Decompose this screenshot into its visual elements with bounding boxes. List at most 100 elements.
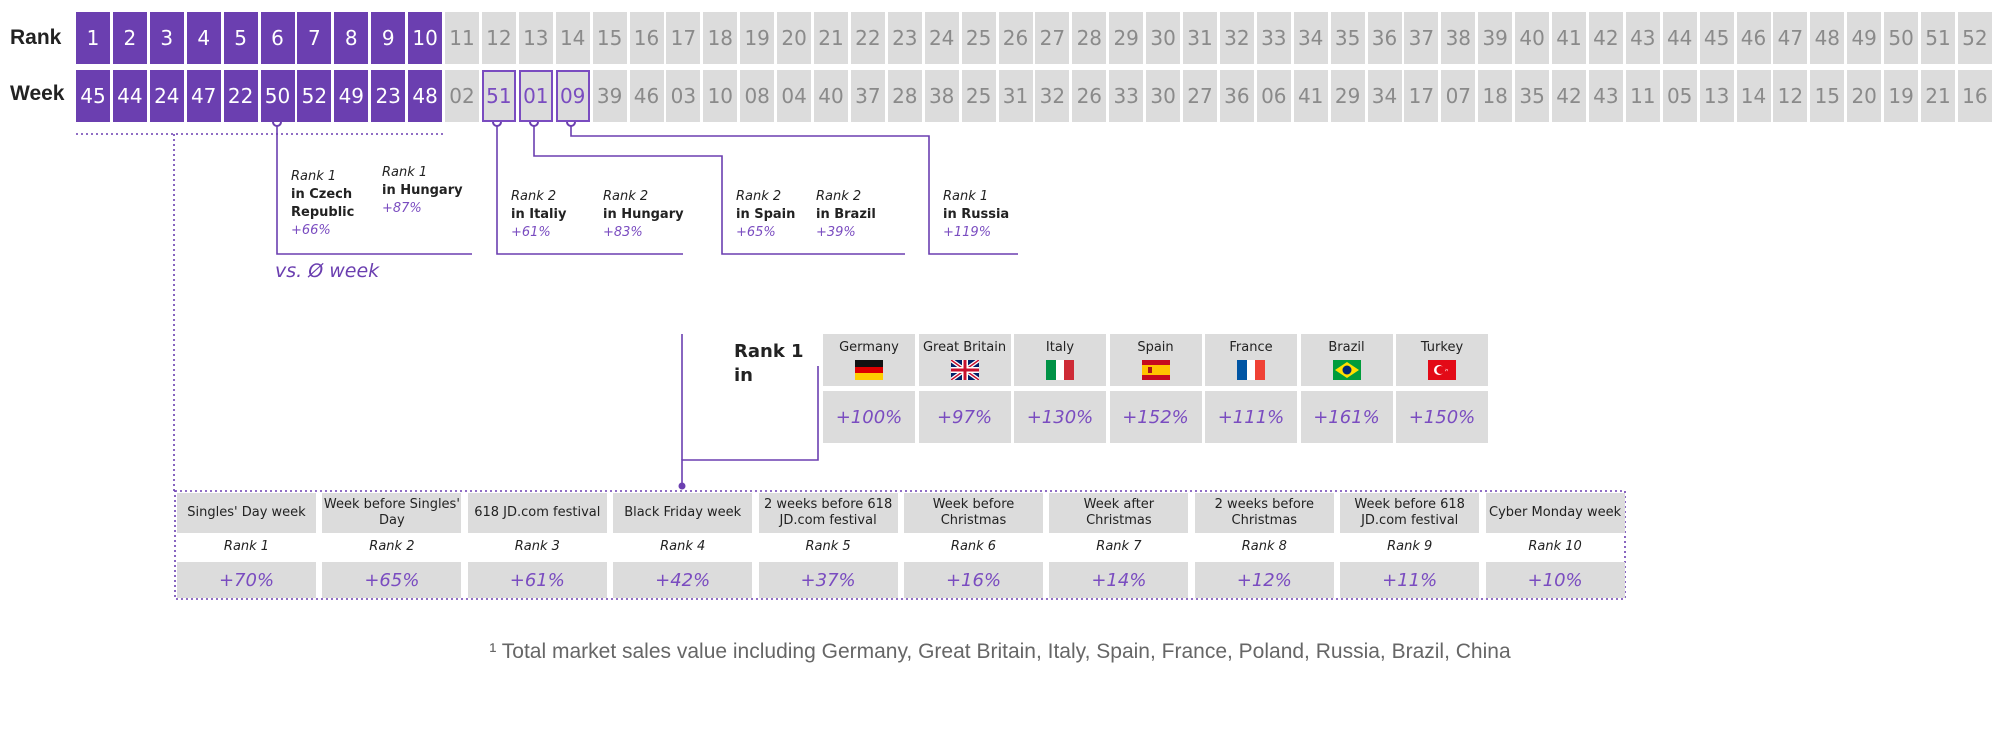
callout-label: Rank 1: [291, 169, 337, 184]
week-cell: 03: [666, 70, 701, 122]
country-card: Spain: [1109, 334, 1202, 386]
rank-cell: 18: [703, 12, 738, 64]
rank-cell: 25: [961, 12, 996, 64]
event-rank: Rank 7: [1096, 538, 1142, 554]
week50-connector: [276, 126, 472, 255]
country-card: Brazil: [1300, 334, 1393, 386]
week-cell: 17: [1404, 70, 1439, 122]
country-name: Spain: [1137, 340, 1174, 355]
rank-cell: 37: [1404, 12, 1439, 64]
event-rank: Rank 4: [660, 538, 706, 554]
week-cell: 16: [1957, 70, 1992, 122]
week-cell: 10: [703, 70, 738, 122]
event-change: +61%: [467, 562, 607, 598]
week-cell: 20: [1847, 70, 1882, 122]
rank-cell: 22: [850, 12, 885, 64]
rank-cell: 52: [1957, 12, 1992, 64]
callout-change: +66%: [291, 223, 331, 238]
rank-cell: 45: [1699, 12, 1734, 64]
rank1-in-label: Rank 1 in: [734, 341, 804, 386]
country-name: France: [1229, 340, 1273, 355]
week-cell: 45: [76, 70, 110, 122]
callout-country: in Brazil: [816, 207, 876, 222]
week-cell: 15: [1810, 70, 1845, 122]
callout-brazil: Rank 2 in Brazil +39%: [816, 188, 876, 242]
callout-country: in Hungary: [603, 207, 684, 222]
week-cell: 43: [1588, 70, 1623, 122]
rank-cell: 13: [518, 12, 553, 64]
week-cell: 41: [1293, 70, 1328, 122]
turkey-flag: [1428, 360, 1456, 380]
rank-cell: 12: [481, 12, 516, 64]
callout-change: +119%: [943, 225, 992, 240]
week-cell: 25: [961, 70, 996, 122]
callout-change: +83%: [603, 225, 643, 240]
footnote: ¹ Total market sales value including Ger…: [489, 640, 1511, 663]
event-rank: Rank 5: [805, 538, 851, 554]
rank-cell: 15: [592, 12, 627, 64]
france-flag: [1237, 360, 1265, 380]
rank-cell: 11: [445, 12, 479, 64]
rank-row-label: Rank: [10, 26, 62, 49]
event-name: Singles' Day week: [177, 493, 316, 533]
callout-change: +39%: [816, 225, 856, 240]
event-change: +10%: [1485, 562, 1625, 598]
week-cell: 12: [1773, 70, 1808, 122]
event-name: Week after Christmas: [1049, 493, 1189, 533]
event-change: +16%: [904, 562, 1043, 598]
rank-cell: 19: [740, 12, 775, 64]
rank-cell: 38: [1441, 12, 1476, 64]
event-rank: Rank 3: [514, 538, 560, 554]
week-cell: 23: [371, 70, 406, 122]
italy-flag: [1046, 360, 1074, 380]
week-cell: 52: [297, 70, 332, 122]
event-rank: Rank 10: [1528, 538, 1582, 554]
week09-connector: [570, 126, 1018, 255]
week-cell: 49: [334, 70, 369, 122]
rank-cell: 50: [1884, 12, 1919, 64]
rank-cell: 20: [777, 12, 812, 64]
event-rank: Rank 6: [950, 538, 997, 554]
rank-cell: 29: [1109, 12, 1144, 64]
rank-cell: 51: [1921, 12, 1955, 64]
rank-cell: 24: [924, 12, 959, 64]
event-change: +42%: [613, 562, 753, 598]
rank-cell: 2: [112, 12, 147, 64]
vs-average-week-label: vs. Ø week: [275, 260, 380, 282]
rank-cell: 6: [260, 12, 295, 64]
country-card: France: [1205, 334, 1297, 386]
rank-cell: 40: [1515, 12, 1550, 64]
country-card: Great Britain: [918, 334, 1011, 386]
event-change: +12%: [1194, 562, 1334, 598]
week-row-label: Week: [10, 82, 65, 105]
week-cell: 04: [777, 70, 812, 122]
week-cell: 14: [1736, 70, 1771, 122]
rank-cell: 3: [149, 12, 184, 64]
event-change: +70%: [177, 562, 316, 598]
rank-cell: 31: [1183, 12, 1217, 64]
country-change: +130%: [1014, 391, 1106, 443]
event-name: Week before 618 JD.com festival: [1340, 493, 1480, 533]
rank-cell: 39: [1478, 12, 1513, 64]
country-name: Germany: [839, 340, 899, 355]
week-cell: 06: [1256, 70, 1291, 122]
country-name: Italy: [1045, 340, 1075, 355]
event-change: +37%: [758, 562, 898, 598]
country-change: +111%: [1205, 391, 1297, 443]
country-card: Germany: [823, 334, 915, 386]
callout-hungary-2: Rank 2 in Hungary +83%: [603, 188, 684, 242]
week-cell: 28: [887, 70, 922, 122]
week-cell: 24: [149, 70, 184, 122]
week-cell: 46: [629, 70, 664, 122]
rank-cell: 10: [408, 12, 443, 64]
callout-label: Rank 2: [816, 189, 862, 204]
rank-cell: 32: [1219, 12, 1254, 64]
rank-cell: 36: [1367, 12, 1402, 64]
rank-cell: 30: [1146, 12, 1181, 64]
uk-flag: [950, 360, 979, 380]
event-rank: Rank 1: [223, 538, 270, 554]
event-name: Week before Christmas: [904, 493, 1043, 533]
rank-cell: 23: [887, 12, 922, 64]
callout-label: Rank 1: [943, 189, 989, 204]
rank-cell: 47: [1773, 12, 1808, 64]
